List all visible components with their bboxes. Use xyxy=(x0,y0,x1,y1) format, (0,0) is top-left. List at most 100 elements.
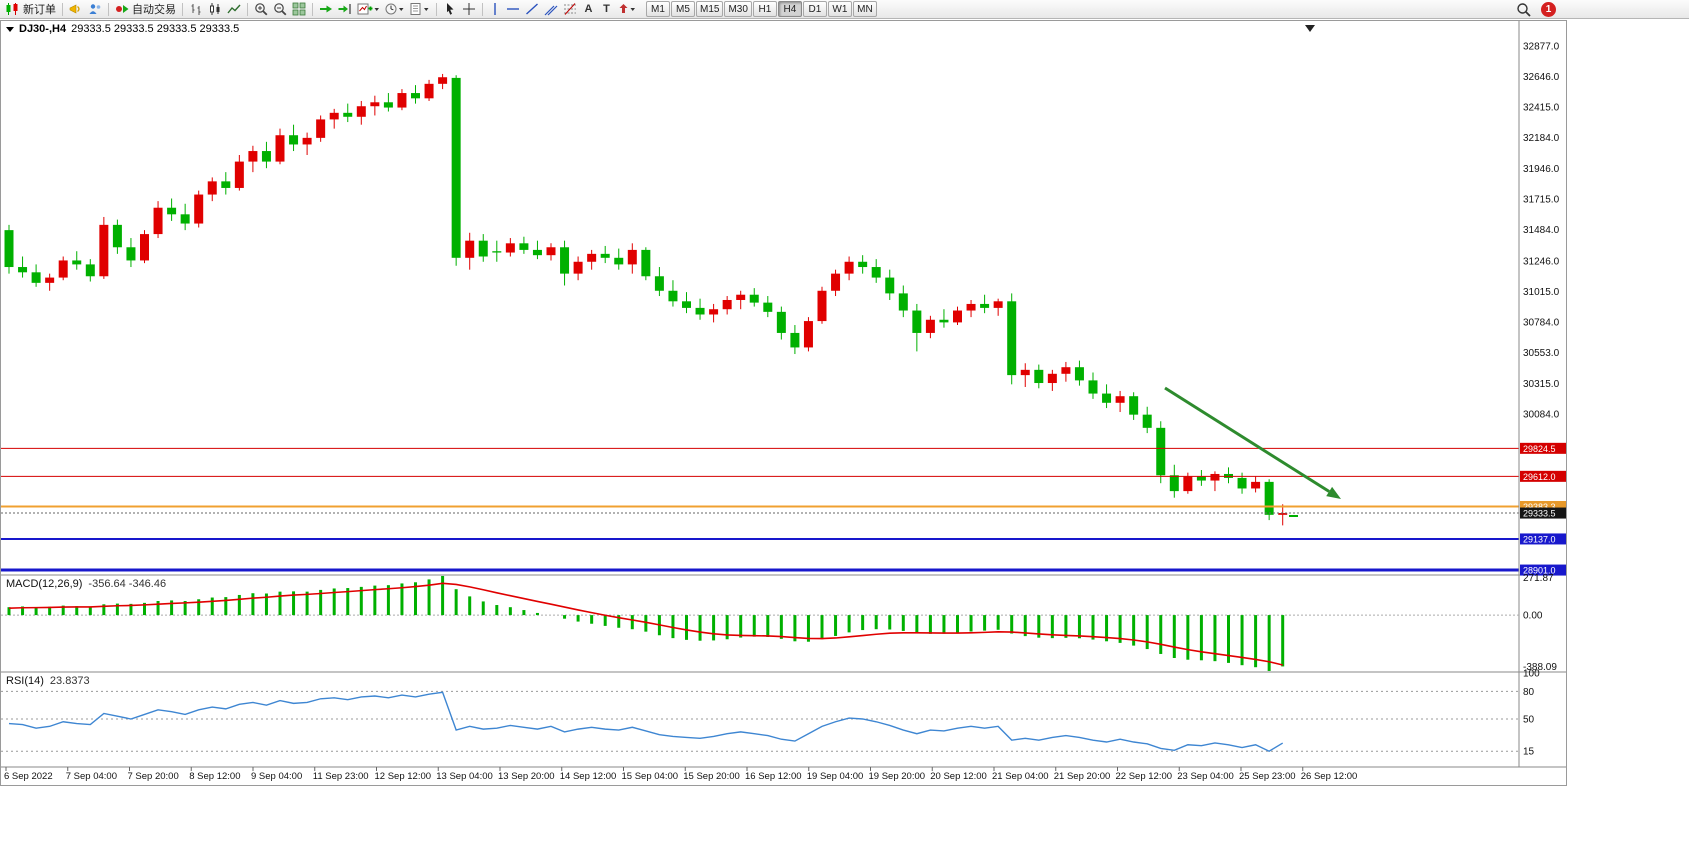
timeframe-d1[interactable]: D1 xyxy=(802,1,827,17)
templates-button[interactable] xyxy=(408,1,432,18)
zoom-out-button[interactable] xyxy=(271,1,289,18)
arrows-button[interactable] xyxy=(616,1,639,18)
candle-body xyxy=(261,151,271,162)
trendline-button[interactable] xyxy=(523,1,541,18)
auto-scroll-icon xyxy=(320,5,332,13)
community-button[interactable] xyxy=(86,1,104,18)
trend-arrow[interactable] xyxy=(1164,386,1330,493)
zoom-in-button[interactable] xyxy=(252,1,270,18)
price-axis-label: 31484.0 xyxy=(1523,225,1560,236)
time-axis-label: 21 Sep 04:00 xyxy=(992,771,1049,782)
trend-arrow-head[interactable] xyxy=(1326,486,1341,499)
megaphone-icon xyxy=(69,4,80,14)
candle-body xyxy=(980,303,990,308)
time-axis-label: 25 Sep 23:00 xyxy=(1239,771,1296,782)
candle-body xyxy=(790,332,800,348)
new-chart-icon xyxy=(357,3,379,15)
timeframe-m1[interactable]: M1 xyxy=(646,1,670,17)
new-chart-button[interactable] xyxy=(355,1,382,18)
auto-trading-button[interactable]: 自动交易 xyxy=(113,1,178,18)
candle-body xyxy=(519,243,529,250)
main-toolbar: 新订单 自动交易 xyxy=(0,0,1689,19)
candle-body xyxy=(248,151,258,162)
price-tag-label: 29137.0 xyxy=(1523,534,1556,544)
macd-label: MACD(12,26,9) -356.64 -346.46 xyxy=(6,578,166,590)
candle-body xyxy=(858,261,868,268)
toolbar-separator xyxy=(482,2,483,16)
auto-scroll-button[interactable] xyxy=(317,1,335,18)
macd-name: MACD(12,26,9) xyxy=(6,578,83,590)
chevron-down-icon[interactable] xyxy=(6,26,14,32)
timeframe-h4[interactable]: H4 xyxy=(777,1,802,17)
candlestick-chart-button[interactable] xyxy=(206,1,224,18)
timeframe-m5[interactable]: M5 xyxy=(671,1,695,17)
timeframe-mn[interactable]: MN xyxy=(852,1,877,17)
candle-body xyxy=(600,253,610,258)
candle-body xyxy=(1264,481,1274,515)
chart-canvas[interactable]: 32877.0 32646.0 32415.0 32184.0 31946.0 31715… xyxy=(1,21,1566,785)
tile-windows-button[interactable] xyxy=(290,1,308,18)
candle-body xyxy=(654,276,664,291)
timeframe-m15[interactable]: M15 xyxy=(696,1,724,17)
candle-body xyxy=(1102,393,1112,403)
text-label-button[interactable]: T xyxy=(598,1,615,18)
candle-body xyxy=(411,93,420,99)
price-tag xyxy=(1520,470,1566,482)
candle-body xyxy=(966,303,976,311)
crosshair-button[interactable] xyxy=(460,1,478,18)
megaphone-button[interactable] xyxy=(67,1,85,18)
chart-shift-button[interactable] xyxy=(336,1,354,18)
bar-chart-icon xyxy=(191,4,201,15)
candle-body xyxy=(1074,367,1084,381)
price-axis-label: 32184.0 xyxy=(1523,133,1560,144)
candle-body xyxy=(1278,513,1288,515)
price-axis-label: 30553.0 xyxy=(1523,348,1560,359)
bar-chart-button[interactable] xyxy=(187,1,205,18)
candle-body xyxy=(1251,481,1261,489)
fibonacci-button[interactable] xyxy=(561,1,579,18)
cursor-button[interactable] xyxy=(441,1,459,18)
toolbar-separator xyxy=(108,2,109,16)
price-axis-label: 30784.0 xyxy=(1523,317,1560,328)
new-order-button[interactable]: 新订单 xyxy=(3,1,58,18)
toolbar-separator xyxy=(62,2,63,16)
candle-body xyxy=(126,247,136,261)
candle-body xyxy=(709,309,719,315)
rsi-scale-label: 100 xyxy=(1523,669,1540,680)
candle-body xyxy=(1156,427,1166,476)
fibonacci-icon xyxy=(564,3,576,15)
timeframe-w1[interactable]: W1 xyxy=(827,1,852,17)
time-axis-label: 12 Sep 12:00 xyxy=(375,771,432,782)
text-button[interactable]: A xyxy=(580,1,597,18)
candle-body xyxy=(58,260,68,278)
candle-body xyxy=(275,135,285,162)
channel-button[interactable] xyxy=(542,1,560,18)
time-axis-label: 16 Sep 12:00 xyxy=(745,771,802,782)
candle-body xyxy=(478,240,488,257)
timeframe-m30[interactable]: M30 xyxy=(724,1,752,17)
notification-badge[interactable]: 1 xyxy=(1541,1,1556,17)
line-chart-button[interactable] xyxy=(225,1,243,18)
candle-body xyxy=(356,106,366,117)
periods-button[interactable] xyxy=(383,1,407,18)
candle-body xyxy=(438,77,448,84)
macd-scale-label: 271.87 xyxy=(1523,573,1554,584)
candle-body xyxy=(18,267,28,273)
candle-body xyxy=(316,119,326,138)
horizontal-line-button[interactable] xyxy=(504,1,522,18)
arrows-icon xyxy=(619,4,635,13)
candle-body xyxy=(1210,473,1220,481)
candle-body xyxy=(72,260,82,265)
search-button[interactable] xyxy=(1514,1,1533,18)
candle-body xyxy=(912,310,922,333)
candle-body xyxy=(871,267,881,278)
candle-body xyxy=(668,290,678,302)
chart-shift-marker[interactable] xyxy=(1305,25,1315,32)
rsi-label: RSI(14) 23.8373 xyxy=(6,675,90,687)
vertical-line-button[interactable] xyxy=(487,1,503,18)
timeframe-h1[interactable]: H1 xyxy=(752,1,777,17)
price-tag-label: 29612.0 xyxy=(1523,472,1556,482)
candle-body xyxy=(831,273,841,291)
candle-body xyxy=(925,319,935,333)
